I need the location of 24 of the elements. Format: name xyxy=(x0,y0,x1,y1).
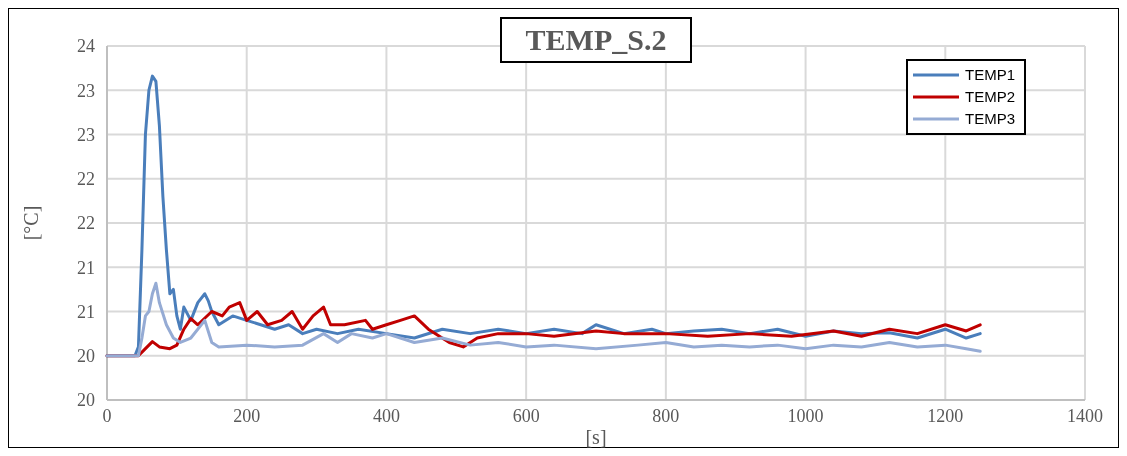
y-tick-label: 21 xyxy=(77,301,95,322)
y-tick-label: 20 xyxy=(77,346,95,367)
x-tick-label: 0 xyxy=(102,406,112,426)
x-tick-label: 200 xyxy=(233,406,261,426)
y-tick-label: 23 xyxy=(77,80,95,101)
y-tick-label: 20 xyxy=(77,390,95,411)
y-tick-label: 23 xyxy=(77,124,95,145)
x-axis-title: [s] xyxy=(585,426,607,448)
x-tick-label: 800 xyxy=(652,406,680,426)
legend-label: TEMP3 xyxy=(965,110,1016,128)
x-tick-label: 400 xyxy=(372,406,400,426)
y-tick-label: 22 xyxy=(77,169,95,190)
line-series xyxy=(105,281,982,358)
legend-label: TEMP1 xyxy=(965,66,1016,84)
chart-title: TEMP_S.2 xyxy=(525,23,667,56)
x-tick-label: 1400 xyxy=(1067,406,1103,426)
y-axis-title: [°C] xyxy=(20,205,42,241)
y-tick-label: 22 xyxy=(77,213,95,234)
x-tick-label: 1000 xyxy=(787,406,824,426)
y-tick-label: 24 xyxy=(77,36,95,57)
x-tick-label: 1200 xyxy=(927,406,964,426)
legend-label: TEMP2 xyxy=(965,88,1016,106)
y-tick-label: 21 xyxy=(77,257,95,278)
x-tick-label: 600 xyxy=(512,406,540,426)
